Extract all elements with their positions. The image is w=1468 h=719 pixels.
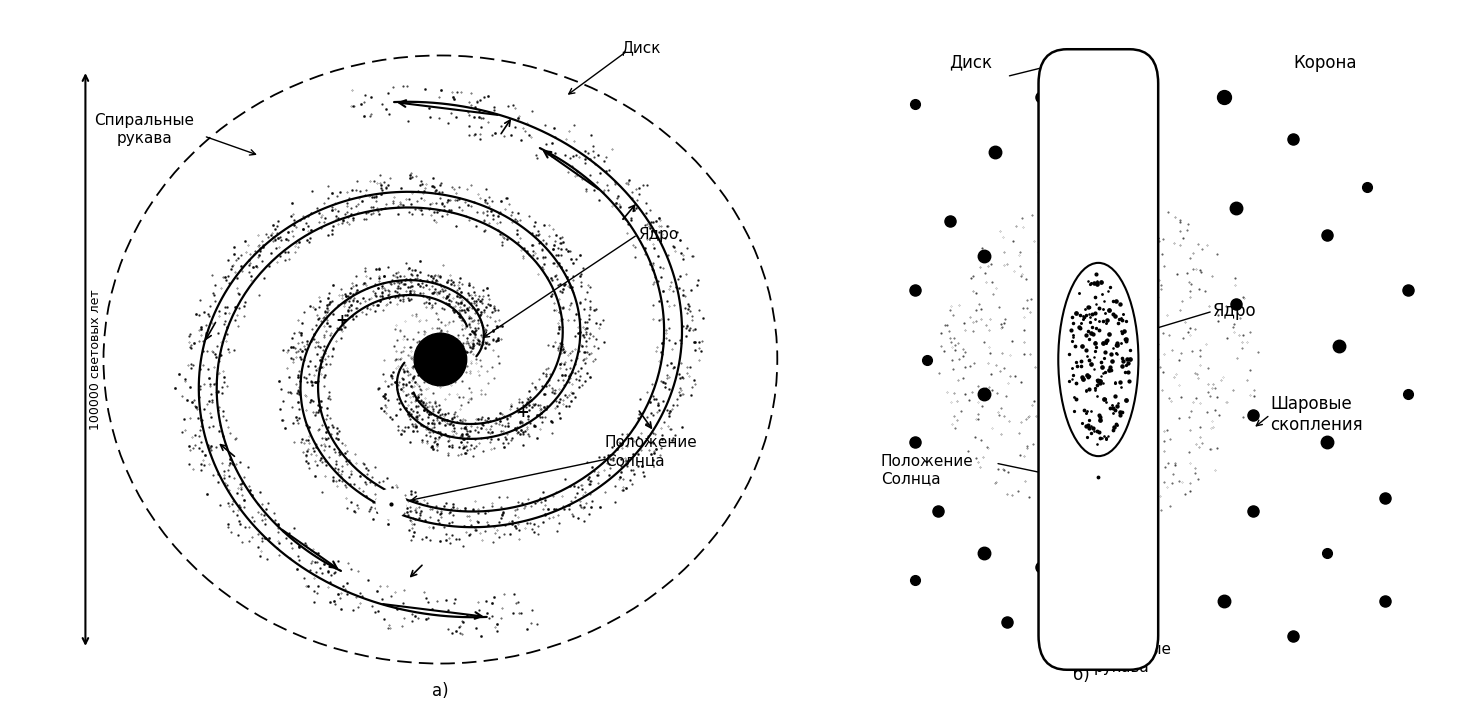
Ellipse shape [1058,263,1139,456]
Text: Ядро: Ядро [1213,302,1257,320]
Circle shape [1086,462,1111,492]
Text: Шаровые
скопления: Шаровые скопления [1270,395,1362,434]
Text: б): б) [1073,666,1089,684]
Text: Положение
Солнца: Положение Солнца [605,435,697,468]
Text: Диск: Диск [621,40,661,55]
FancyBboxPatch shape [1038,49,1158,670]
Text: +: + [335,313,348,328]
Text: 100000 световых лет: 100000 световых лет [88,289,101,430]
Circle shape [376,490,405,519]
Text: Положение
Солнца: Положение Солнца [881,454,973,486]
Text: Ядро: Ядро [637,227,678,242]
Text: а): а) [432,682,449,700]
Text: +: + [517,405,528,420]
Text: Спиральные
рукава: Спиральные рукава [1072,643,1171,675]
Text: Спиральные
рукава: Спиральные рукава [94,113,195,146]
Text: Диск: Диск [950,54,992,72]
Text: Корона: Корона [1293,54,1356,72]
Circle shape [414,333,467,386]
